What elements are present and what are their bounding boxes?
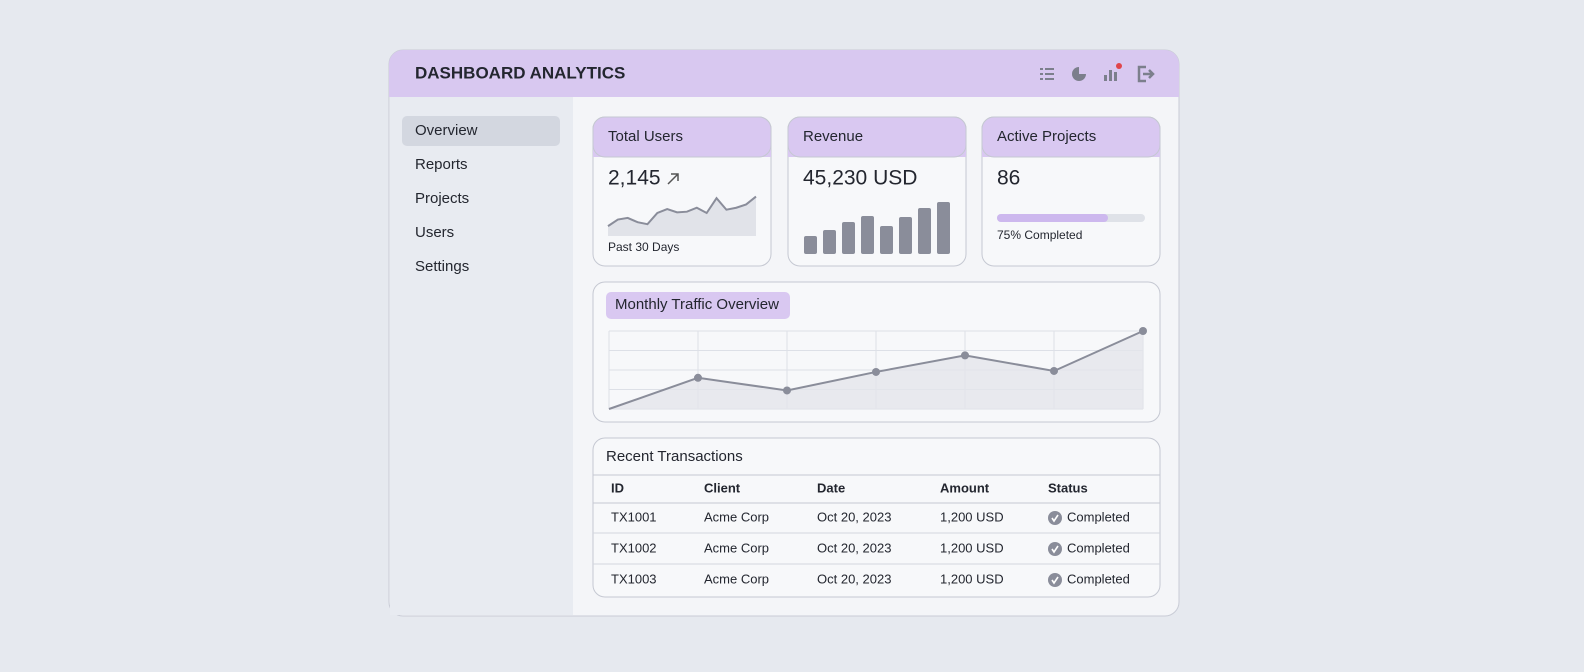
- table-cell: TX1002: [611, 540, 657, 555]
- column-header: Client: [704, 480, 741, 495]
- traffic-title-pill: [606, 292, 790, 319]
- revenue-bar: [899, 217, 912, 254]
- sidebar-active: [402, 116, 560, 146]
- list-icon[interactable]: [1040, 68, 1054, 80]
- status-check: [1051, 514, 1059, 523]
- sparkline: [607, 195, 757, 227]
- header-icons: [1040, 63, 1155, 83]
- stat-card-caption: Past 30 Days: [608, 240, 679, 254]
- header-bar: [389, 50, 1179, 97]
- table-cell: Completed: [1067, 540, 1130, 555]
- pie-icon[interactable]: [1072, 66, 1087, 81]
- progress-label: 75% Completed: [997, 228, 1082, 242]
- table-cell: Oct 20, 2023: [817, 540, 891, 555]
- revenue-bar: [880, 226, 893, 254]
- table-cell: Acme Corp: [704, 509, 769, 524]
- stat-card-header-edge: [592, 116, 772, 158]
- status-icon: [1048, 542, 1062, 556]
- revenue-bar: [804, 236, 817, 254]
- stat-card-title: Active Projects: [997, 128, 1096, 145]
- stat-card-header: [788, 117, 966, 157]
- progress-fill: [997, 214, 1108, 222]
- status-icon: [1048, 511, 1062, 525]
- table-cell: 1,200 USD: [940, 540, 1004, 555]
- table-cell: TX1001: [611, 509, 657, 524]
- revenue-bar: [861, 216, 874, 254]
- column-header: Status: [1048, 480, 1088, 495]
- status-icon: [1048, 573, 1062, 587]
- table-cell: 1,200 USD: [940, 571, 1004, 586]
- table-cell: TX1003: [611, 571, 657, 586]
- stat-card-header-edge: [981, 116, 1161, 158]
- status-check: [1051, 576, 1059, 585]
- sidebar-item[interactable]: Overview: [415, 122, 478, 139]
- header-title: DASHBOARD ANALYTICS: [415, 63, 625, 82]
- table-cell: Oct 20, 2023: [817, 571, 891, 586]
- stat-card-title: Total Users: [608, 128, 683, 145]
- table-cell: Acme Corp: [704, 540, 769, 555]
- revenue-bar: [823, 230, 836, 254]
- table-cell: Oct 20, 2023: [817, 509, 891, 524]
- logout-icon[interactable]: [1137, 65, 1155, 83]
- revenue-bar: [842, 222, 855, 254]
- column-header: ID: [611, 480, 624, 495]
- status-check: [1051, 545, 1059, 554]
- stat-card-header: [593, 117, 771, 157]
- traffic-point: [1050, 366, 1058, 375]
- traffic-point: [1139, 327, 1147, 335]
- bars-icon[interactable]: [1104, 63, 1122, 81]
- column-header: Date: [817, 480, 845, 495]
- sidebar-item[interactable]: Reports: [415, 156, 468, 173]
- revenue-bar: [918, 208, 931, 254]
- traffic-point: [872, 367, 880, 376]
- traffic-area: [609, 331, 1143, 409]
- stat-card-value: 45,230 USD: [803, 167, 917, 190]
- stat-card-header-edge: [787, 116, 967, 158]
- table-cell: Completed: [1067, 509, 1130, 524]
- traffic-point: [961, 351, 969, 360]
- traffic-point: [694, 373, 702, 382]
- stat-card-title: Revenue: [803, 128, 863, 145]
- transactions-panel: [592, 437, 1161, 598]
- stat-card-value: 2,145: [608, 167, 661, 190]
- stat-card-header: [982, 117, 1160, 157]
- table-cell: 1,200 USD: [940, 509, 1004, 524]
- traffic-point: [783, 386, 791, 395]
- sidebar-item[interactable]: Users: [415, 224, 454, 241]
- table-cell: Completed: [1067, 571, 1130, 586]
- transactions-title: Recent Transactions: [606, 448, 743, 465]
- revenue-bar: [937, 202, 950, 254]
- sparkline-area: [608, 196, 756, 236]
- sidebar-item[interactable]: Settings: [415, 258, 469, 275]
- sidebar-item[interactable]: Projects: [415, 190, 469, 207]
- table-cell: Acme Corp: [704, 571, 769, 586]
- trend-arrow: [667, 173, 679, 185]
- stat-card-value: 86: [997, 167, 1020, 190]
- traffic-title: Monthly Traffic Overview: [615, 296, 779, 313]
- column-header: Amount: [940, 480, 990, 495]
- sidebar: [390, 97, 573, 615]
